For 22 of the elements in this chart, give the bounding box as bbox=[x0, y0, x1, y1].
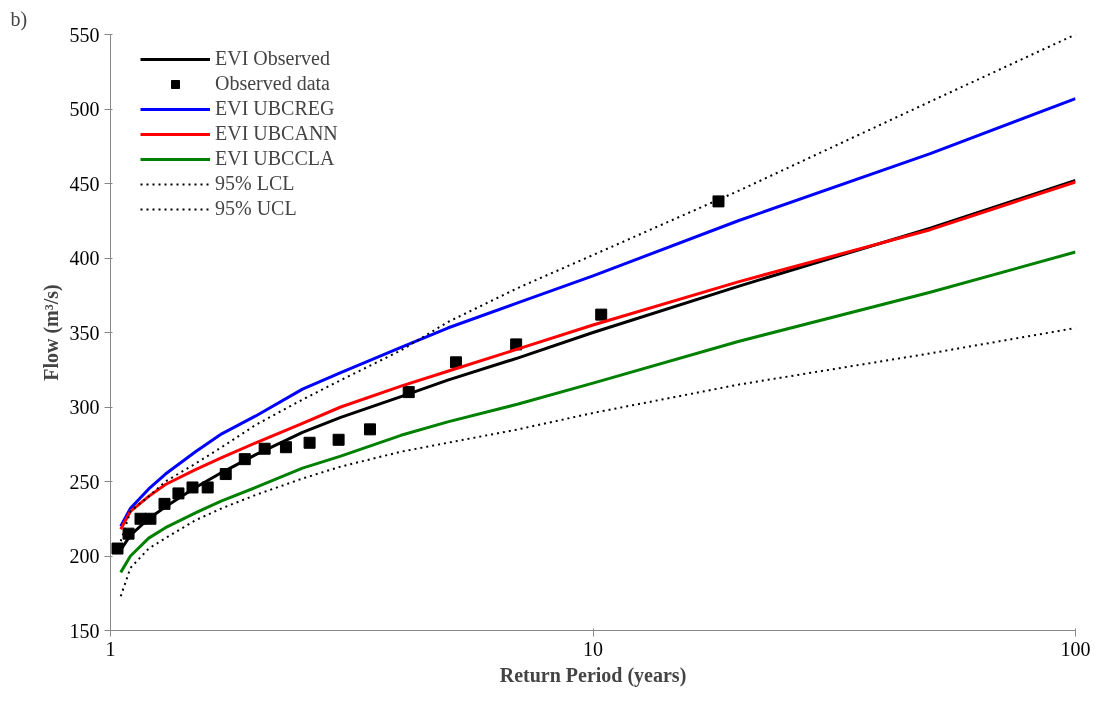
y-tick-label: 300 bbox=[69, 396, 100, 418]
x-tick-label: 1 bbox=[105, 637, 116, 660]
text: b) bbox=[10, 7, 28, 31]
legend-label: 95% UCL bbox=[215, 197, 297, 220]
legend-label: EVI Observed bbox=[215, 47, 330, 70]
y-axis-title: Flow (m³/s) bbox=[39, 284, 63, 381]
legend-label: EVI UBCREG bbox=[215, 97, 335, 120]
y-tick-label: 450 bbox=[69, 172, 100, 195]
legend-label: EVI UBCCLA bbox=[215, 147, 335, 170]
y-tick-label: 200 bbox=[69, 545, 100, 567]
legend-label: 95% LCL bbox=[215, 172, 295, 195]
x-axis-title: Return Period (years) bbox=[499, 663, 687, 687]
y-tick-label: 150 bbox=[69, 619, 100, 642]
y-tick-label: 350 bbox=[69, 321, 100, 344]
x-tick-label: 100 bbox=[1060, 637, 1091, 660]
y-tick-label: 500 bbox=[69, 98, 100, 120]
legend-label: Observed data bbox=[215, 72, 330, 95]
y-tick-label: 550 bbox=[69, 23, 100, 46]
y-tick-label: 400 bbox=[69, 247, 100, 269]
legend-label: EVI UBCANN bbox=[215, 122, 338, 145]
x-tick-label: 10 bbox=[583, 637, 603, 660]
y-tick-label: 250 bbox=[69, 470, 100, 493]
